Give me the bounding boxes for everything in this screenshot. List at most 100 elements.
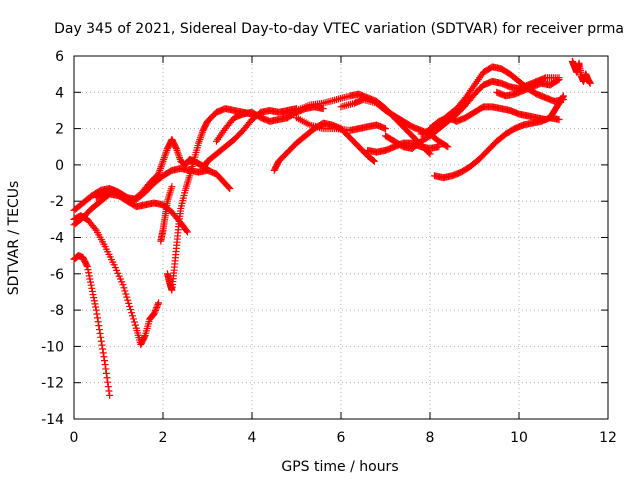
y-tick-label: -2 — [50, 194, 64, 210]
data-point — [83, 263, 91, 271]
x-tick-label: 4 — [248, 430, 257, 446]
data-point — [151, 308, 159, 316]
data-point — [103, 374, 111, 382]
data-point — [155, 299, 163, 307]
data-point — [119, 281, 127, 289]
series-arc-10 — [270, 119, 378, 174]
data-point — [88, 284, 96, 292]
data-point — [382, 125, 389, 133]
y-tick-label: 4 — [55, 85, 64, 101]
x-tick-label: 8 — [426, 430, 435, 446]
data-point — [130, 318, 138, 326]
series-arc-2 — [70, 212, 163, 349]
data-point — [84, 266, 92, 274]
series-arc-19 — [493, 76, 563, 100]
y-tick-label: 2 — [55, 122, 64, 138]
data-point — [150, 310, 158, 318]
data-point — [93, 310, 101, 318]
data-point — [444, 143, 452, 151]
data-point — [104, 383, 112, 391]
x-axis-label: GPS time / hours — [281, 459, 398, 475]
series-arc-18 — [430, 114, 563, 182]
series-arc-20 — [546, 92, 567, 122]
data-point — [131, 321, 139, 329]
data-point — [98, 341, 106, 349]
x-tick-label: 6 — [337, 430, 346, 446]
data-point — [105, 387, 113, 395]
data-point — [95, 326, 103, 334]
y-axis-label: SDTVAR / TECUs — [6, 181, 22, 296]
data-point — [92, 306, 100, 314]
data-point — [91, 300, 99, 308]
y-tick-label: -14 — [41, 412, 64, 428]
data-point — [102, 365, 110, 373]
data-point — [87, 278, 95, 286]
series-arc-7 — [157, 183, 176, 245]
data-point — [226, 184, 234, 192]
data-point — [121, 287, 129, 295]
data-point — [225, 183, 233, 191]
data-point — [370, 157, 378, 165]
data-point — [168, 183, 176, 191]
series-arc-17 — [426, 103, 550, 133]
data-point — [586, 79, 594, 87]
y-tick-label: -12 — [41, 376, 64, 392]
data-point — [85, 269, 93, 277]
data-point — [99, 345, 107, 353]
data-point — [96, 329, 104, 337]
data-point — [555, 116, 563, 124]
x-tick-labels: 0 2 4 6 8 10 12 — [70, 430, 617, 446]
y-tick-label: -6 — [50, 267, 64, 283]
data-point — [126, 302, 134, 310]
x-tick-label: 0 — [70, 430, 79, 446]
data-point — [106, 391, 114, 399]
y-tick-label: 0 — [55, 158, 64, 174]
data-point — [555, 76, 563, 84]
data-point — [88, 287, 96, 295]
data-point — [101, 361, 109, 369]
data-point — [124, 296, 132, 304]
data-point — [151, 307, 159, 315]
y-tick-label: 6 — [55, 49, 64, 65]
data-point — [183, 228, 191, 236]
data-point — [154, 300, 162, 308]
data-point — [153, 302, 161, 310]
y-tick-label: -8 — [50, 303, 64, 319]
series-arc-1 — [70, 252, 114, 399]
x-tick-label: 10 — [510, 430, 528, 446]
data-point — [128, 309, 136, 317]
data-point — [559, 93, 567, 101]
axis-ticks — [73, 55, 609, 420]
x-tick-label: 2 — [159, 430, 168, 446]
data-point — [104, 378, 112, 386]
data-point — [123, 293, 131, 301]
y-tick-label: -4 — [50, 231, 64, 247]
data-point — [92, 303, 100, 311]
data-point — [554, 76, 562, 84]
data-point — [99, 349, 107, 357]
data-point — [125, 299, 133, 307]
data-point — [153, 304, 161, 312]
data-point — [122, 290, 130, 298]
data-point — [127, 306, 135, 314]
series-arc-12 — [293, 114, 389, 134]
data-point — [89, 291, 97, 299]
grid-lines — [74, 56, 608, 419]
data-markers — [70, 57, 594, 399]
series-arc-13 — [337, 96, 452, 151]
data-point — [435, 143, 443, 151]
data-point — [102, 369, 110, 377]
data-point — [83, 261, 91, 269]
chart-title: Day 345 of 2021, Sidereal Day-to-day VTE… — [54, 21, 624, 37]
data-point — [95, 322, 103, 330]
data-point — [369, 156, 377, 164]
y-tick-labels: -14 -12 -10 -8 -6 -4 -2 0 2 4 6 — [41, 49, 64, 428]
data-point — [129, 315, 137, 323]
data-point — [560, 92, 567, 100]
data-point — [97, 333, 105, 341]
data-point — [172, 143, 180, 151]
y-tick-label: -10 — [41, 339, 64, 355]
data-point — [94, 314, 102, 322]
data-point — [97, 337, 105, 345]
